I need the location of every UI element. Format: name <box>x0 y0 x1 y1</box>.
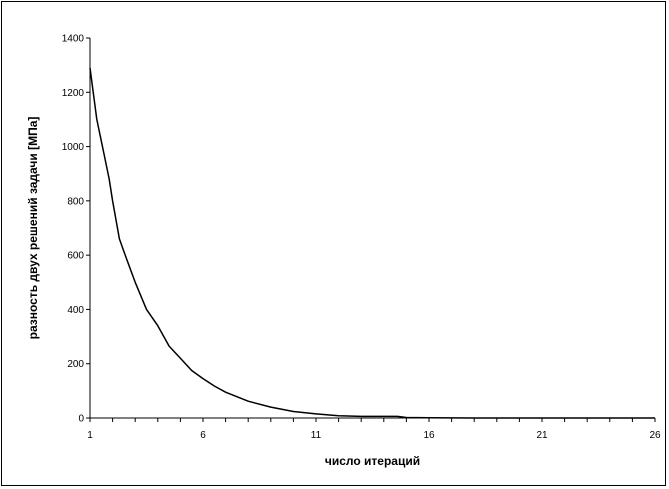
x-tick-label: 1 <box>87 430 93 441</box>
y-tick-label: 1200 <box>62 88 85 99</box>
x-tick-label: 26 <box>649 430 661 441</box>
series-line <box>89 67 655 419</box>
y-axis-title: разность двух решений задачи [МПа] <box>26 117 40 340</box>
x-tick-label: 16 <box>423 430 435 441</box>
y-tick-label: 0 <box>78 414 84 425</box>
x-tick-label: 6 <box>200 430 206 441</box>
x-tick-label: 11 <box>311 430 322 441</box>
y-tick-label: 1400 <box>62 34 85 45</box>
x-tick-label: 21 <box>536 430 548 441</box>
y-tick-label: 400 <box>67 305 84 316</box>
x-axis-title: число итераций <box>325 454 420 468</box>
y-tick-label: 200 <box>67 359 84 370</box>
y-tick-label: 600 <box>67 251 84 262</box>
y-tick-label: 800 <box>67 196 84 207</box>
y-tick-label: 1000 <box>62 142 85 153</box>
